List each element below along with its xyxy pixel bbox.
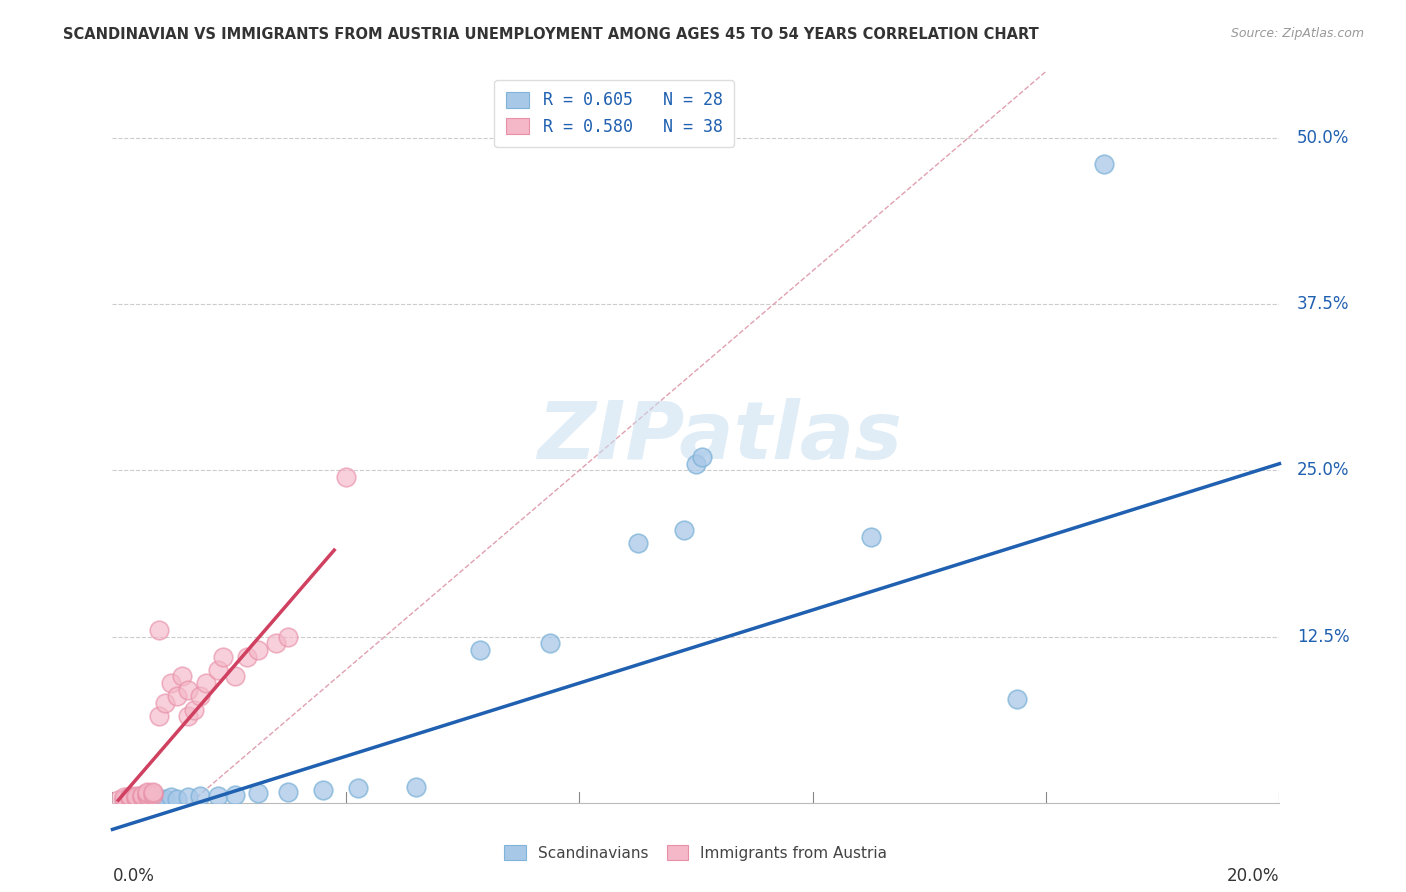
Point [860, 530, 883, 544]
Point [468, 643, 491, 657]
Point [685, 457, 707, 471]
Point [142, 787, 165, 801]
Point [125, 793, 148, 807]
Point [125, 789, 148, 804]
Point [136, 787, 159, 801]
Point [131, 793, 153, 807]
Point [311, 782, 333, 797]
Point [188, 789, 211, 804]
Text: 20.0%: 20.0% [1227, 867, 1279, 885]
Point [346, 781, 368, 796]
Point [207, 663, 229, 677]
Point [335, 470, 357, 484]
Legend: Scandinavians, Immigrants from Austria: Scandinavians, Immigrants from Austria [496, 838, 896, 868]
Point [224, 669, 246, 683]
Point [177, 682, 200, 697]
Point [627, 536, 650, 550]
Point [118, 789, 141, 804]
Point [166, 792, 188, 806]
Point [153, 696, 176, 710]
Point [148, 623, 170, 637]
Point [690, 450, 713, 464]
Point [118, 792, 141, 806]
Text: 0.0%: 0.0% [112, 867, 155, 885]
Point [194, 676, 217, 690]
Text: 37.5%: 37.5% [1296, 295, 1350, 313]
Point [405, 780, 427, 794]
Point [112, 793, 135, 807]
Point [166, 690, 188, 704]
Point [136, 788, 159, 802]
Point [112, 792, 135, 806]
Text: ZIPatlas: ZIPatlas [537, 398, 901, 476]
Point [177, 709, 200, 723]
Point [112, 790, 135, 805]
Point [224, 788, 246, 802]
Point [1094, 157, 1116, 171]
Point [183, 703, 205, 717]
Point [538, 636, 561, 650]
Point [107, 793, 129, 807]
Point [142, 793, 165, 807]
Point [235, 649, 257, 664]
Point [188, 690, 211, 704]
Point [153, 792, 176, 806]
Text: 25.0%: 25.0% [1296, 461, 1350, 479]
Point [177, 790, 200, 805]
Point [136, 785, 159, 799]
Point [118, 790, 141, 805]
Point [142, 788, 165, 802]
Point [276, 630, 298, 644]
Point [131, 788, 153, 802]
Point [125, 790, 148, 805]
Text: 50.0%: 50.0% [1296, 128, 1350, 147]
Point [276, 785, 298, 799]
Point [136, 789, 159, 804]
Point [148, 792, 170, 806]
Point [207, 789, 229, 804]
Point [247, 787, 270, 801]
Point [172, 669, 194, 683]
Point [160, 676, 183, 690]
Point [264, 636, 287, 650]
Point [136, 793, 159, 807]
Point [142, 785, 165, 799]
Point [160, 790, 183, 805]
Point [118, 793, 141, 807]
Point [247, 643, 270, 657]
Text: 12.5%: 12.5% [1296, 628, 1350, 646]
Point [125, 792, 148, 806]
Point [1005, 692, 1028, 706]
Point [673, 523, 696, 537]
Point [131, 789, 153, 804]
Point [212, 649, 235, 664]
Point [131, 790, 153, 805]
Text: SCANDINAVIAN VS IMMIGRANTS FROM AUSTRIA UNEMPLOYMENT AMONG AGES 45 TO 54 YEARS C: SCANDINAVIAN VS IMMIGRANTS FROM AUSTRIA … [63, 27, 1039, 42]
Point [148, 709, 170, 723]
Text: Source: ZipAtlas.com: Source: ZipAtlas.com [1230, 27, 1364, 40]
